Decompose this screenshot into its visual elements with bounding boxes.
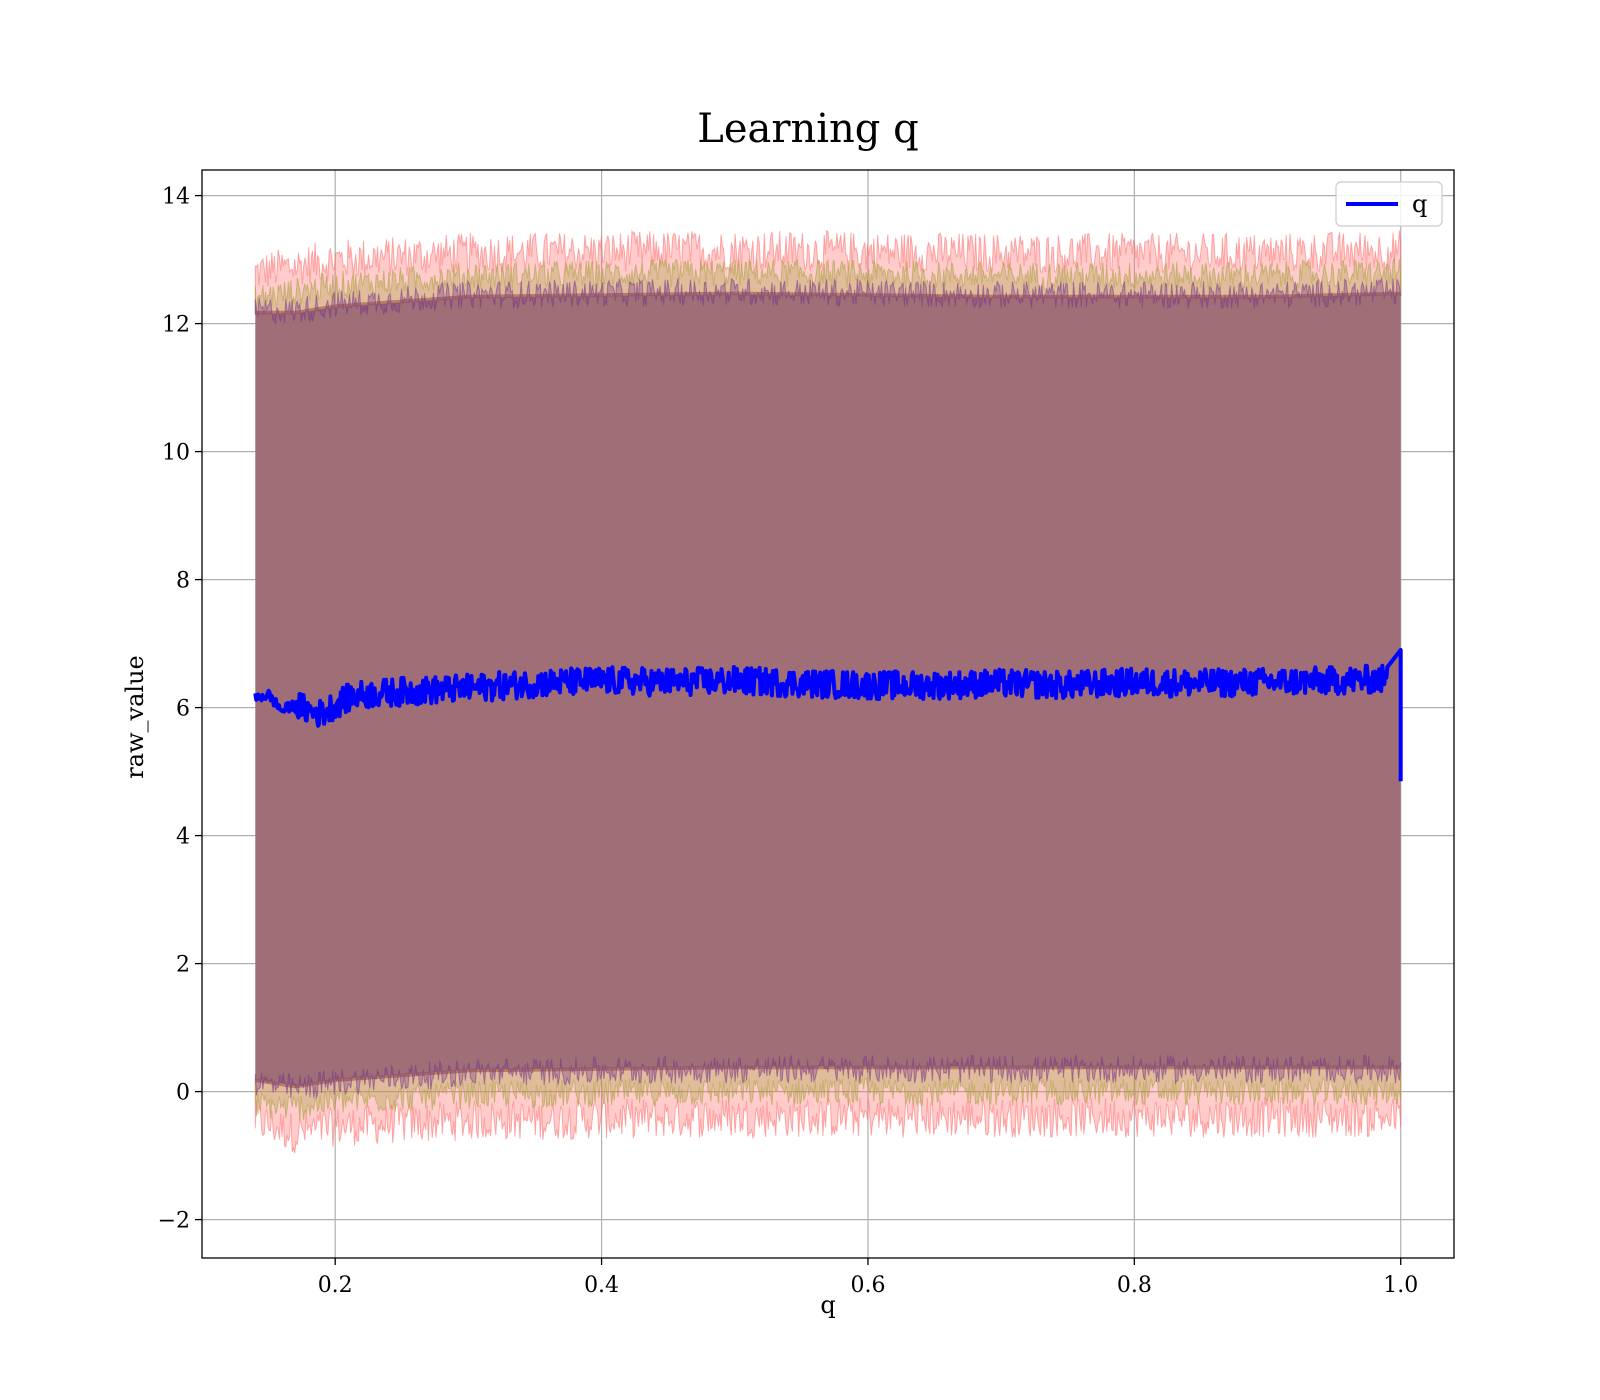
y-axis-label: raw_value	[121, 655, 149, 779]
band-upper-inner	[254, 277, 1402, 325]
chart-title: Learning q	[697, 106, 918, 152]
y-tick-label: 14	[162, 185, 190, 210]
x-axis-label: q	[820, 1291, 835, 1319]
x-tick-label: 0.2	[318, 1273, 353, 1298]
y-tick-label: 4	[176, 825, 190, 850]
y-tick-label: 10	[162, 441, 190, 466]
y-tick-label: 2	[176, 953, 190, 978]
plot-area: 0.2 0.4 0.6 0.8 1.0 −2 0 2 4 6 8 10 12 14	[158, 169, 1455, 1298]
y-tick-label: 12	[162, 313, 190, 338]
legend-label: q	[1412, 190, 1427, 218]
band-lower-inner	[254, 1053, 1402, 1099]
x-tick-label: 0.4	[584, 1273, 619, 1298]
plot-content	[202, 170, 1454, 1258]
y-tick-label: −2	[158, 1209, 190, 1234]
series-line-q	[253, 648, 1403, 782]
x-tick-label: 0.6	[850, 1273, 885, 1298]
y-tick-label: 8	[176, 569, 190, 594]
plot-frame	[201, 169, 1455, 1259]
y-tick-label: 0	[176, 1081, 190, 1106]
x-tick-label: 1.0	[1383, 1273, 1418, 1298]
y-tick-label: 6	[176, 697, 190, 722]
legend: q	[1335, 181, 1443, 227]
x-tick-label: 0.8	[1117, 1273, 1152, 1298]
